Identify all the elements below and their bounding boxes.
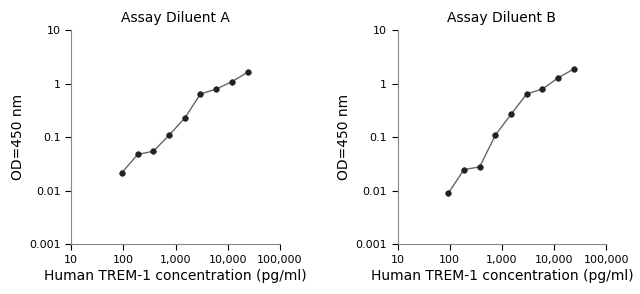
Title: Assay Diluent B: Assay Diluent B bbox=[447, 11, 556, 25]
X-axis label: Human TREM-1 concentration (pg/ml): Human TREM-1 concentration (pg/ml) bbox=[44, 269, 307, 283]
Y-axis label: OD=450 nm: OD=450 nm bbox=[337, 94, 351, 181]
X-axis label: Human TREM-1 concentration (pg/ml): Human TREM-1 concentration (pg/ml) bbox=[371, 269, 633, 283]
Title: Assay Diluent A: Assay Diluent A bbox=[121, 11, 230, 25]
Y-axis label: OD=450 nm: OD=450 nm bbox=[11, 94, 25, 181]
